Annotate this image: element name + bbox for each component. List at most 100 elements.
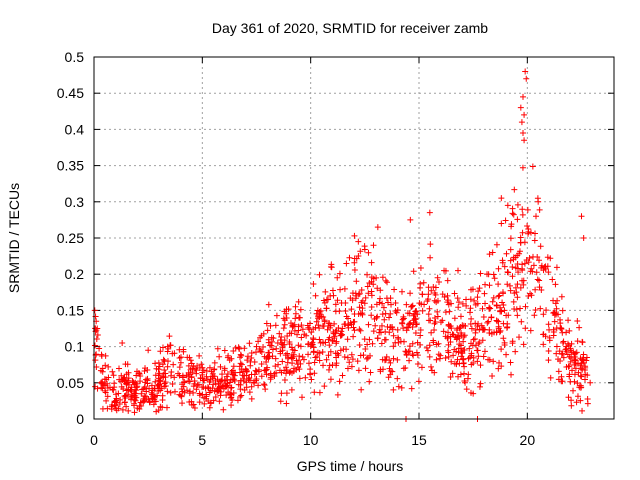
data-point xyxy=(296,375,303,382)
data-point xyxy=(564,340,571,347)
data-point xyxy=(509,273,516,280)
data-point xyxy=(253,343,260,350)
data-point xyxy=(504,202,511,209)
data-point xyxy=(269,346,276,353)
data-point xyxy=(445,349,452,356)
data-point xyxy=(140,399,147,406)
data-point xyxy=(440,328,447,335)
data-point xyxy=(297,306,304,313)
data-point xyxy=(367,352,374,359)
data-point xyxy=(571,356,578,363)
data-point xyxy=(327,292,334,299)
data-point xyxy=(434,308,441,315)
data-point xyxy=(552,281,559,288)
plot-frame xyxy=(93,56,615,420)
data-point xyxy=(395,339,402,346)
data-point xyxy=(238,392,245,399)
data-point xyxy=(188,360,195,367)
data-point xyxy=(333,362,340,369)
data-point xyxy=(243,379,250,386)
data-point xyxy=(520,93,526,100)
data-point xyxy=(514,294,521,301)
data-point xyxy=(551,310,558,317)
data-point xyxy=(193,386,200,393)
data-point xyxy=(468,315,475,322)
y-tick-label: 0.25 xyxy=(57,230,84,246)
data-point xyxy=(507,257,514,264)
data-point xyxy=(558,293,565,300)
data-point xyxy=(164,363,171,370)
data-point xyxy=(377,287,384,294)
data-point xyxy=(193,370,200,377)
data-point xyxy=(267,322,274,329)
data-point xyxy=(477,362,484,369)
data-point xyxy=(476,383,483,390)
data-point xyxy=(149,395,156,402)
data-point xyxy=(228,355,235,362)
data-point xyxy=(511,290,518,297)
data-point xyxy=(411,311,418,318)
data-point xyxy=(408,385,415,392)
data-point xyxy=(299,394,305,401)
data-point xyxy=(400,365,407,372)
data-point xyxy=(467,305,474,312)
data-point xyxy=(423,344,430,351)
data-point xyxy=(110,387,117,394)
data-point xyxy=(176,364,183,371)
data-point xyxy=(580,359,587,366)
data-point xyxy=(285,306,292,313)
data-point xyxy=(415,378,422,385)
data-point xyxy=(346,359,353,366)
data-point xyxy=(168,368,175,375)
data-point xyxy=(108,406,115,413)
data-point xyxy=(583,354,590,361)
data-point xyxy=(417,280,424,287)
data-point xyxy=(577,372,584,379)
data-point xyxy=(568,402,575,409)
data-point xyxy=(540,267,547,274)
data-point xyxy=(564,351,571,358)
data-point xyxy=(207,399,214,406)
data-point xyxy=(316,389,323,396)
data-point xyxy=(109,368,116,375)
data-point xyxy=(566,327,573,334)
data-point xyxy=(311,370,318,377)
data-point xyxy=(410,268,417,275)
data-point xyxy=(442,354,449,361)
data-point xyxy=(372,322,379,329)
data-point xyxy=(248,383,255,390)
data-point xyxy=(342,307,349,314)
data-point xyxy=(532,230,539,237)
data-point xyxy=(559,350,566,357)
data-point xyxy=(536,284,543,291)
data-point xyxy=(99,385,106,392)
data-point xyxy=(428,287,435,294)
data-point xyxy=(416,300,423,307)
data-point xyxy=(566,371,573,378)
data-point xyxy=(357,327,364,334)
data-point xyxy=(449,331,456,338)
data-point xyxy=(121,399,128,406)
data-point xyxy=(374,285,381,292)
data-point xyxy=(362,294,369,301)
data-point xyxy=(578,213,585,220)
data-point xyxy=(467,296,474,303)
data-point xyxy=(91,307,98,314)
data-point xyxy=(297,343,304,350)
data-point xyxy=(391,286,398,293)
data-point xyxy=(369,340,376,347)
data-point xyxy=(94,331,101,338)
data-point xyxy=(398,384,405,391)
data-point xyxy=(355,238,362,245)
data-point xyxy=(464,375,471,382)
data-point xyxy=(572,360,579,367)
data-point xyxy=(518,119,525,126)
data-point xyxy=(451,315,458,322)
data-point xyxy=(498,195,505,202)
data-point xyxy=(92,357,99,364)
data-point xyxy=(321,317,328,324)
data-point xyxy=(286,339,293,346)
data-point xyxy=(424,297,431,304)
data-point xyxy=(185,369,192,376)
data-point xyxy=(366,378,373,385)
